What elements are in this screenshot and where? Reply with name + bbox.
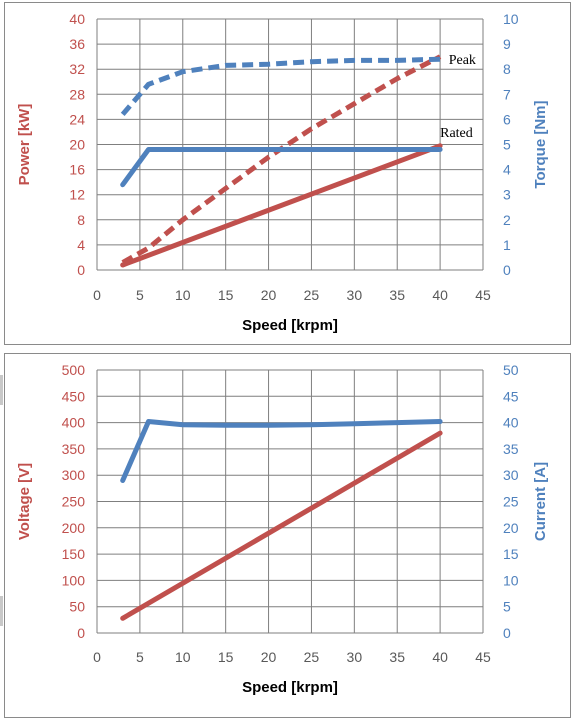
y2-tick-label: 40 [503,415,519,431]
x-axis-title: Speed [krpm] [242,679,338,696]
y-tick-label: 100 [62,572,86,588]
x-tick-label: 30 [347,649,363,665]
series-line-0 [121,54,442,265]
x-tick-label: 0 [93,649,101,665]
x-axis-title: Speed [krpm] [242,317,338,334]
y2-tick-label: 1 [503,237,511,253]
series-line-0 [120,430,443,621]
y-tick-label: 28 [69,86,85,102]
x-tick-label: 20 [261,649,277,665]
left-edge-notch [0,375,3,405]
voltage-current-chart-panel: 0 50 100 150 200 250 300 350 400 450 500 0 5 10 15 20 25… [4,353,571,718]
y-tick-label: 12 [69,187,85,203]
y-tick-label: 20 [69,137,85,153]
y2-tick-label: 25 [503,494,519,510]
x-tick-label: 10 [175,287,191,303]
y2-axis-title: Current [A] [532,462,549,541]
x-tick-label: 0 [93,287,101,303]
y2-axis-title: Torque [Nm] [532,100,549,188]
x-tick-label: 35 [389,649,405,665]
y-tick-label: 36 [69,36,85,52]
y-axis-title: Voltage [V] [16,463,33,540]
y-tick-label: 150 [62,546,86,562]
series-line-1 [120,419,443,483]
y2-tick-label: 20 [503,520,519,536]
y-tick-label: 300 [62,467,86,483]
y2-tick-label: 10 [503,572,519,588]
x-tick-label: 5 [136,649,144,665]
y2-tick-label: 5 [503,599,511,615]
annotation-label: Rated [440,126,473,141]
y2-tick-label: 7 [503,86,511,102]
x-tick-label: 15 [218,649,234,665]
y2-tick-label: 5 [503,137,511,153]
y2-tick-label: 8 [503,61,511,77]
series-line-1 [120,143,443,268]
series-line-2 [120,56,441,117]
y-tick-label: 450 [62,388,86,404]
y2-tick-label: 10 [503,11,519,27]
y-tick-label: 8 [77,212,85,228]
x-tick-label: 35 [389,287,405,303]
y-tick-label: 4 [77,237,85,253]
y2-tick-label: 6 [503,111,511,127]
y-tick-label: 350 [62,441,86,457]
series-line-3 [120,147,443,188]
annotation-label: Peak [449,53,476,68]
power-torque-chart-panel: 0 4 8 12 16 20 24 28 32 36 40 0 1 2 3 4 5 6 7 8 9 10 0 5 10 15 20 2… [4,2,571,345]
y2-tick-label: 4 [503,162,511,178]
x-tick-label: 45 [475,287,491,303]
x-tick-label: 40 [432,649,448,665]
voltage-current-chart: 0501001502002503003504004505000510152025… [16,362,549,696]
y2-tick-label: 35 [503,441,519,457]
x-tick-label: 40 [432,287,448,303]
y-tick-label: 0 [77,625,85,641]
x-tick-label: 25 [304,287,320,303]
x-tick-label: 25 [304,649,320,665]
x-tick-label: 10 [175,649,191,665]
y-tick-label: 16 [69,162,85,178]
y-axis-title: Power [kW] [16,104,33,186]
y-tick-label: 250 [62,494,86,510]
y2-tick-label: 45 [503,388,519,404]
x-tick-label: 45 [475,649,491,665]
y-tick-label: 40 [69,11,85,27]
y-tick-label: 400 [62,415,86,431]
y-tick-label: 50 [69,599,85,615]
y-tick-label: 200 [62,520,86,536]
left-edge-notch [0,596,3,626]
y2-tick-label: 3 [503,187,511,203]
y-tick-label: 500 [62,362,86,378]
y2-tick-label: 9 [503,36,511,52]
x-tick-label: 5 [136,287,144,303]
grid [96,369,484,634]
y-tick-label: 32 [69,61,85,77]
x-tick-label: 20 [261,287,277,303]
x-tick-label: 30 [347,287,363,303]
y2-tick-label: 15 [503,546,519,562]
y2-tick-label: 2 [503,212,511,228]
y2-tick-label: 0 [503,625,511,641]
y-tick-label: 0 [77,262,85,278]
x-tick-label: 15 [218,287,234,303]
y2-tick-label: 0 [503,262,511,278]
y2-tick-label: 30 [503,467,519,483]
y-tick-label: 24 [69,111,85,127]
y2-tick-label: 50 [503,362,519,378]
